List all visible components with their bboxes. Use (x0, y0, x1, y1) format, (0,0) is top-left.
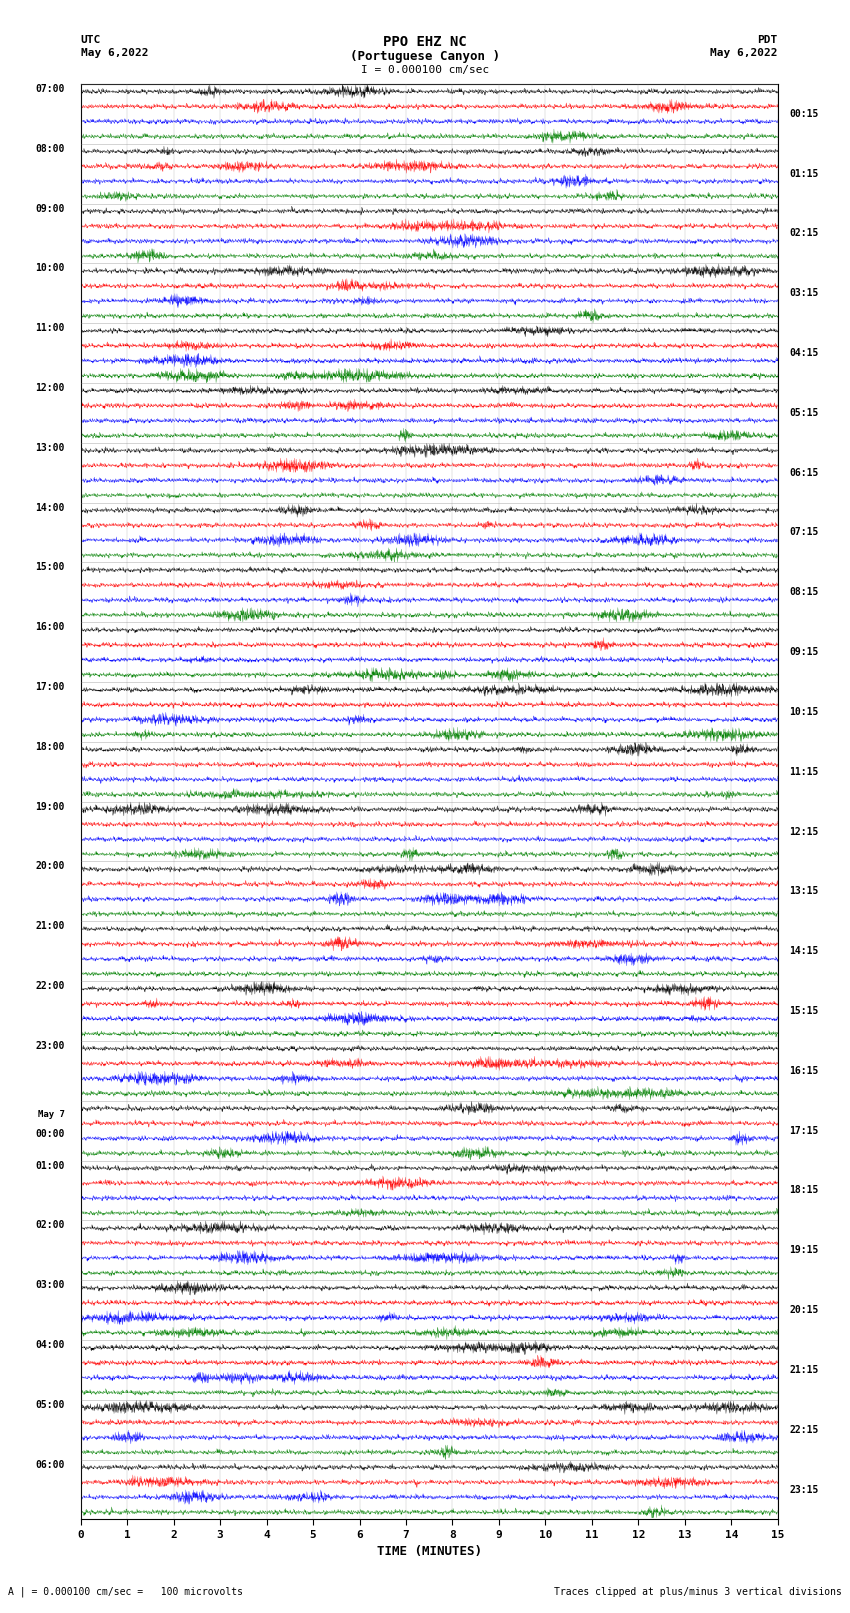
Text: PPO EHZ NC: PPO EHZ NC (383, 35, 467, 50)
Text: 22:15: 22:15 (790, 1424, 819, 1434)
Text: May 7: May 7 (37, 1110, 65, 1119)
Text: 08:00: 08:00 (35, 144, 65, 153)
Text: 00:15: 00:15 (790, 108, 819, 119)
Text: 11:15: 11:15 (790, 766, 819, 777)
Text: 15:00: 15:00 (35, 563, 65, 573)
Text: 15:15: 15:15 (790, 1007, 819, 1016)
Text: 10:15: 10:15 (790, 706, 819, 716)
Text: A | = 0.000100 cm/sec =   100 microvolts: A | = 0.000100 cm/sec = 100 microvolts (8, 1586, 243, 1597)
X-axis label: TIME (MINUTES): TIME (MINUTES) (377, 1545, 482, 1558)
Text: 03:15: 03:15 (790, 289, 819, 298)
Text: 11:00: 11:00 (35, 323, 65, 334)
Text: May 6,2022: May 6,2022 (81, 48, 148, 58)
Text: (Portuguese Canyon ): (Portuguese Canyon ) (350, 50, 500, 63)
Text: 01:15: 01:15 (790, 169, 819, 179)
Text: 20:15: 20:15 (790, 1305, 819, 1315)
Text: I = 0.000100 cm/sec: I = 0.000100 cm/sec (361, 65, 489, 74)
Text: 08:15: 08:15 (790, 587, 819, 597)
Text: 09:15: 09:15 (790, 647, 819, 656)
Text: 14:15: 14:15 (790, 947, 819, 957)
Text: Traces clipped at plus/minus 3 vertical divisions: Traces clipped at plus/minus 3 vertical … (553, 1587, 842, 1597)
Text: 18:00: 18:00 (35, 742, 65, 752)
Text: 07:00: 07:00 (35, 84, 65, 94)
Text: 04:00: 04:00 (35, 1340, 65, 1350)
Text: 03:00: 03:00 (35, 1281, 65, 1290)
Text: 05:15: 05:15 (790, 408, 819, 418)
Text: 23:15: 23:15 (790, 1484, 819, 1495)
Text: 10:00: 10:00 (35, 263, 65, 273)
Text: 21:00: 21:00 (35, 921, 65, 931)
Text: 04:15: 04:15 (790, 348, 819, 358)
Text: 18:15: 18:15 (790, 1186, 819, 1195)
Text: 17:15: 17:15 (790, 1126, 819, 1136)
Text: 16:15: 16:15 (790, 1066, 819, 1076)
Text: 09:00: 09:00 (35, 203, 65, 213)
Text: 21:15: 21:15 (790, 1365, 819, 1374)
Text: 13:15: 13:15 (790, 887, 819, 897)
Text: 14:00: 14:00 (35, 503, 65, 513)
Text: 17:00: 17:00 (35, 682, 65, 692)
Text: 00:00: 00:00 (35, 1129, 65, 1139)
Text: 16:00: 16:00 (35, 623, 65, 632)
Text: 23:00: 23:00 (35, 1040, 65, 1052)
Text: 13:00: 13:00 (35, 442, 65, 453)
Text: 02:15: 02:15 (790, 229, 819, 239)
Text: 19:00: 19:00 (35, 802, 65, 811)
Text: 02:00: 02:00 (35, 1221, 65, 1231)
Text: 01:00: 01:00 (35, 1161, 65, 1171)
Text: 12:00: 12:00 (35, 382, 65, 394)
Text: 05:00: 05:00 (35, 1400, 65, 1410)
Text: PDT: PDT (757, 35, 778, 45)
Text: 07:15: 07:15 (790, 527, 819, 537)
Text: 22:00: 22:00 (35, 981, 65, 990)
Text: UTC: UTC (81, 35, 101, 45)
Text: 20:00: 20:00 (35, 861, 65, 871)
Text: May 6,2022: May 6,2022 (711, 48, 778, 58)
Text: 06:15: 06:15 (790, 468, 819, 477)
Text: 19:15: 19:15 (790, 1245, 819, 1255)
Text: 12:15: 12:15 (790, 826, 819, 837)
Text: 06:00: 06:00 (35, 1460, 65, 1469)
